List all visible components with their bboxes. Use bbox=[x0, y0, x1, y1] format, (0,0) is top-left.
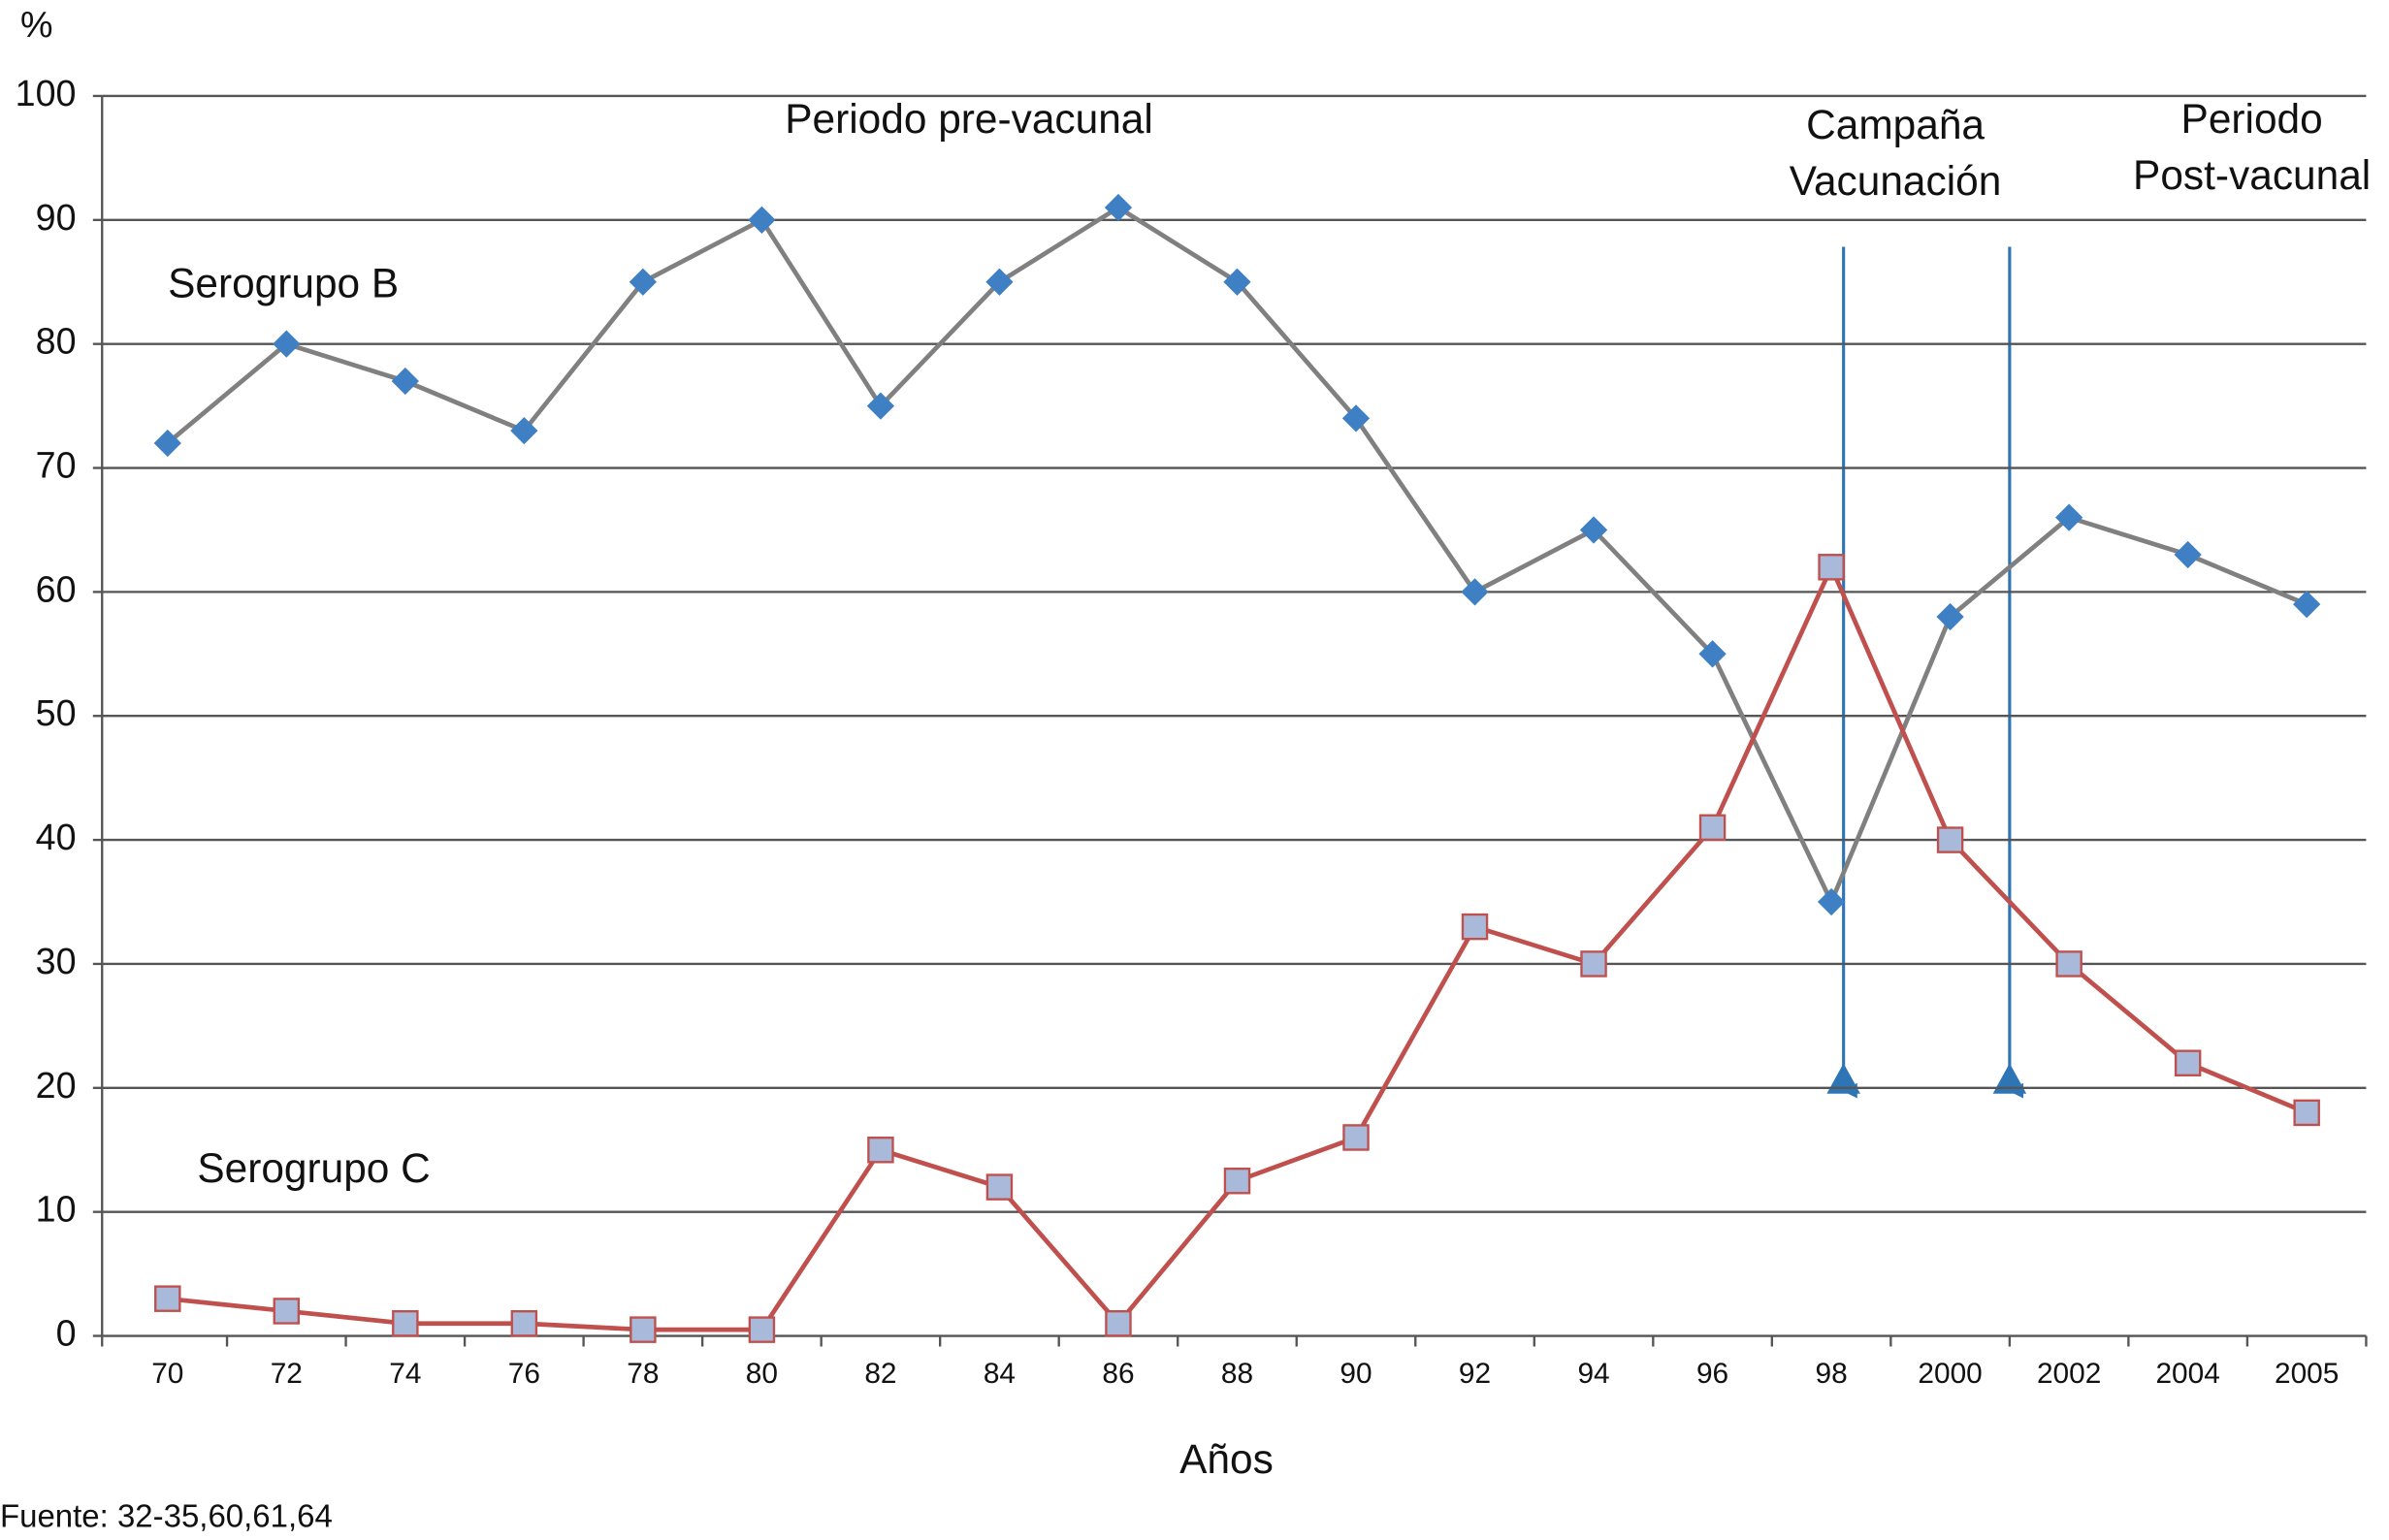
y-tick-label: 60 bbox=[36, 568, 77, 609]
x-tick-label: 94 bbox=[1577, 1358, 1609, 1390]
point bbox=[1223, 1167, 1251, 1195]
x-tick-label: 82 bbox=[864, 1358, 896, 1390]
annotation: Periodo bbox=[2181, 96, 2323, 142]
y-tick-label: 50 bbox=[36, 692, 77, 733]
y-tick-label: 30 bbox=[36, 941, 77, 981]
point bbox=[2174, 540, 2202, 569]
x-tick-label: 2004 bbox=[2155, 1358, 2219, 1390]
series-label: Serogrupo B bbox=[168, 260, 399, 305]
x-tick-label: 80 bbox=[746, 1358, 778, 1390]
x-tick-label: 76 bbox=[508, 1358, 540, 1390]
point bbox=[154, 1285, 181, 1312]
x-tick-label: 92 bbox=[1459, 1358, 1491, 1390]
y-tick-label: 20 bbox=[36, 1065, 77, 1106]
annotation: Vacunación bbox=[1790, 158, 2001, 204]
x-tick-label: 90 bbox=[1340, 1358, 1372, 1390]
x-tick-label: 74 bbox=[389, 1358, 421, 1390]
annotation: Post-vacunal bbox=[2133, 152, 2371, 198]
y-tick-label: 10 bbox=[36, 1189, 77, 1230]
point bbox=[392, 1309, 419, 1337]
point bbox=[867, 1136, 894, 1164]
annotation: Campaña bbox=[1806, 102, 1985, 147]
y-tick-label: 0 bbox=[56, 1312, 77, 1353]
point bbox=[748, 206, 776, 234]
y-tick-label: 70 bbox=[36, 444, 77, 485]
point bbox=[153, 429, 181, 458]
point bbox=[985, 1173, 1014, 1201]
x-tick-label: 88 bbox=[1221, 1358, 1253, 1390]
point bbox=[2055, 950, 2082, 978]
point bbox=[748, 1316, 776, 1343]
source-note: Fuente: 32-35,60,61,64 bbox=[0, 1498, 333, 1534]
point bbox=[1341, 404, 1371, 433]
point bbox=[2174, 1049, 2202, 1076]
point bbox=[1342, 1124, 1370, 1151]
x-tick-label: 72 bbox=[271, 1358, 303, 1390]
x-tick-label: 2005 bbox=[2275, 1358, 2339, 1390]
point bbox=[1579, 516, 1608, 544]
x-tick-label: 2002 bbox=[2037, 1358, 2101, 1390]
point bbox=[1461, 913, 1489, 941]
x-tick-label: 86 bbox=[1102, 1358, 1134, 1390]
point bbox=[1818, 554, 1845, 581]
x-tick-label: 96 bbox=[1696, 1358, 1728, 1390]
point bbox=[2293, 1099, 2320, 1127]
point bbox=[985, 268, 1014, 296]
point bbox=[1223, 268, 1251, 296]
point bbox=[510, 1309, 538, 1337]
x-tick-label: 70 bbox=[151, 1358, 183, 1390]
x-tick-label: 2000 bbox=[1918, 1358, 1982, 1390]
series-line bbox=[167, 561, 2308, 1332]
y-tick-label: 40 bbox=[36, 817, 77, 857]
annotation: Periodo pre-vacunal bbox=[785, 96, 1153, 142]
point bbox=[630, 1316, 657, 1343]
point bbox=[1105, 1309, 1132, 1337]
y-tick-label: 80 bbox=[36, 321, 77, 362]
point bbox=[391, 367, 419, 396]
x-tick-label: 98 bbox=[1815, 1358, 1847, 1390]
point bbox=[1936, 826, 1964, 853]
point bbox=[1698, 814, 1727, 842]
point bbox=[1461, 578, 1489, 606]
point bbox=[1104, 193, 1133, 222]
y-axis-label: % bbox=[20, 4, 53, 45]
y-tick-label: 90 bbox=[36, 197, 77, 238]
point bbox=[1817, 887, 1846, 916]
y-tick-label: 100 bbox=[16, 73, 77, 113]
series-line bbox=[166, 205, 2308, 908]
point bbox=[2293, 591, 2321, 619]
x-tick-label: 84 bbox=[984, 1358, 1016, 1390]
series-label: Serogrupo C bbox=[197, 1145, 430, 1191]
point bbox=[866, 392, 895, 420]
arrow-head bbox=[1826, 1063, 2027, 1094]
x-axis-label: Años bbox=[1179, 1436, 1274, 1482]
point bbox=[273, 1298, 301, 1325]
point bbox=[1580, 950, 1607, 978]
x-tick-label: 78 bbox=[627, 1358, 659, 1390]
point bbox=[1936, 602, 1964, 631]
